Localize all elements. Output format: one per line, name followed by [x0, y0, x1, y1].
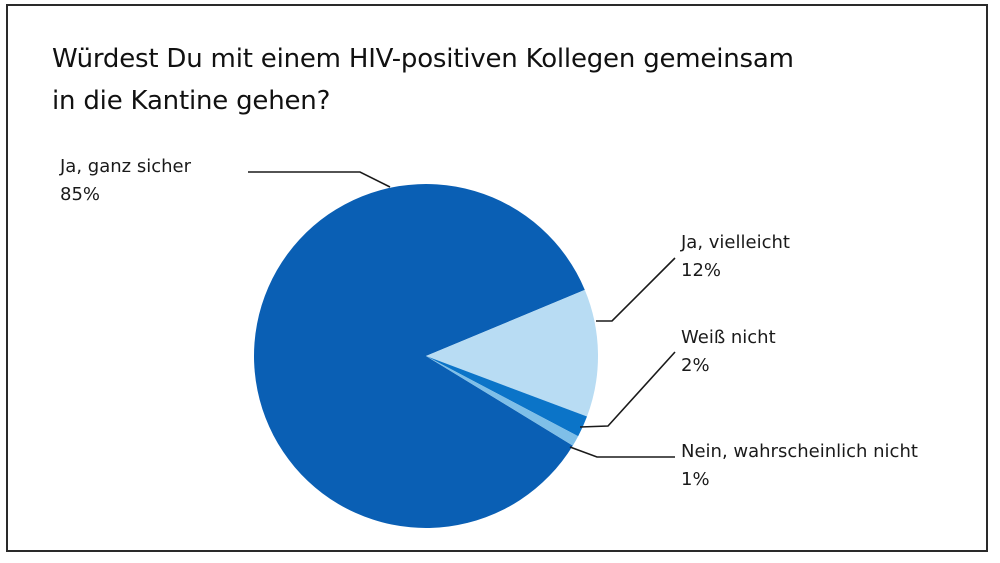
leader-line-weiss-nicht — [579, 351, 676, 428]
pie-slices — [254, 183, 599, 528]
pie-slice-weiss-nicht — [426, 356, 588, 437]
slice-value-ja-vielleicht: 12% — [681, 260, 721, 281]
slice-label-weiss-nicht: Weiß nicht — [681, 327, 776, 348]
slice-labels: Ja, ganz sicher 85% Ja, vielleicht 12% Weiß … — [59, 156, 918, 490]
slice-label-nein-wahrscheinlich-nicht: Nein, wahrscheinlich nicht — [681, 441, 918, 462]
leader-line-ja-ganz-sicher — [248, 171, 391, 188]
leader-line-ja-vielleicht — [596, 257, 676, 322]
slice-label-ja-ganz-sicher: Ja, ganz sicher — [59, 156, 192, 177]
leader-line-nein-wahrscheinlich-nicht — [569, 446, 675, 458]
pie-slice-ja-vielleicht — [426, 289, 599, 417]
pie-slice-ja-ganz-sicher — [254, 183, 585, 528]
pie-slice-nein-wahrscheinlich-nicht — [426, 356, 579, 446]
slice-label-ja-vielleicht: Ja, vielleicht — [680, 232, 790, 253]
slice-value-ja-ganz-sicher: 85% — [60, 184, 100, 205]
slice-value-nein-wahrscheinlich-nicht: 1% — [681, 469, 710, 490]
slice-value-weiss-nicht: 2% — [681, 355, 710, 376]
chart-title: Würdest Du mit einem HIV-positiven Kolle… — [52, 44, 794, 116]
leader-lines — [248, 171, 676, 458]
